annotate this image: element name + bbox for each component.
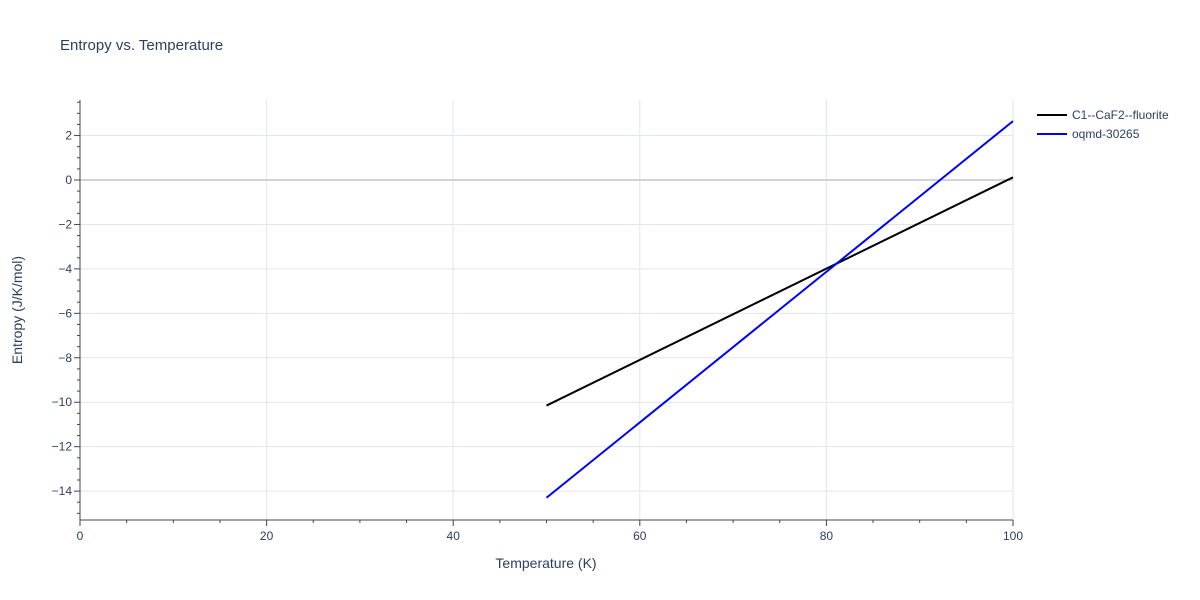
y-axis-title: Entropy (J/K/mol) [9,256,25,364]
x-tick-label: 0 [77,529,84,543]
y-tick-label: −14 [52,484,73,498]
x-tick-label: 20 [260,529,274,543]
x-tick-label: 60 [633,529,647,543]
x-tick-label: 100 [1003,529,1023,543]
y-tick-label: 2 [65,129,72,143]
y-tick-label: 0 [65,173,72,187]
series-line-1 [546,176,1014,407]
series-group [545,120,1014,499]
y-tick-label: −8 [58,351,72,365]
y-tick-label: −4 [58,262,72,276]
x-axis-title: Temperature (K) [495,555,596,571]
axes [79,100,1013,521]
x-tick-label: 40 [447,529,461,543]
y-tick-label: −12 [52,440,73,454]
series-line-2 [545,120,1014,499]
y-tick-label: −2 [58,217,72,231]
x-axis: 0 20 40 60 80 100 [77,520,1023,543]
y-tick-label: −10 [52,395,73,409]
legend-label: oqmd-30265 [1072,127,1140,141]
legend-label: C1--CaF2--fluorite [1072,108,1169,122]
chart-title: Entropy vs. Temperature [60,37,223,54]
y-tick-label: −6 [58,306,72,320]
y-axis: 2 0 −2 −4 −6 −8 −10 −12 −14 [52,101,80,514]
legend: C1--CaF2--fluorite oqmd-30265 [1037,108,1169,141]
x-tick-label: 80 [820,529,834,543]
grid [80,100,1014,520]
